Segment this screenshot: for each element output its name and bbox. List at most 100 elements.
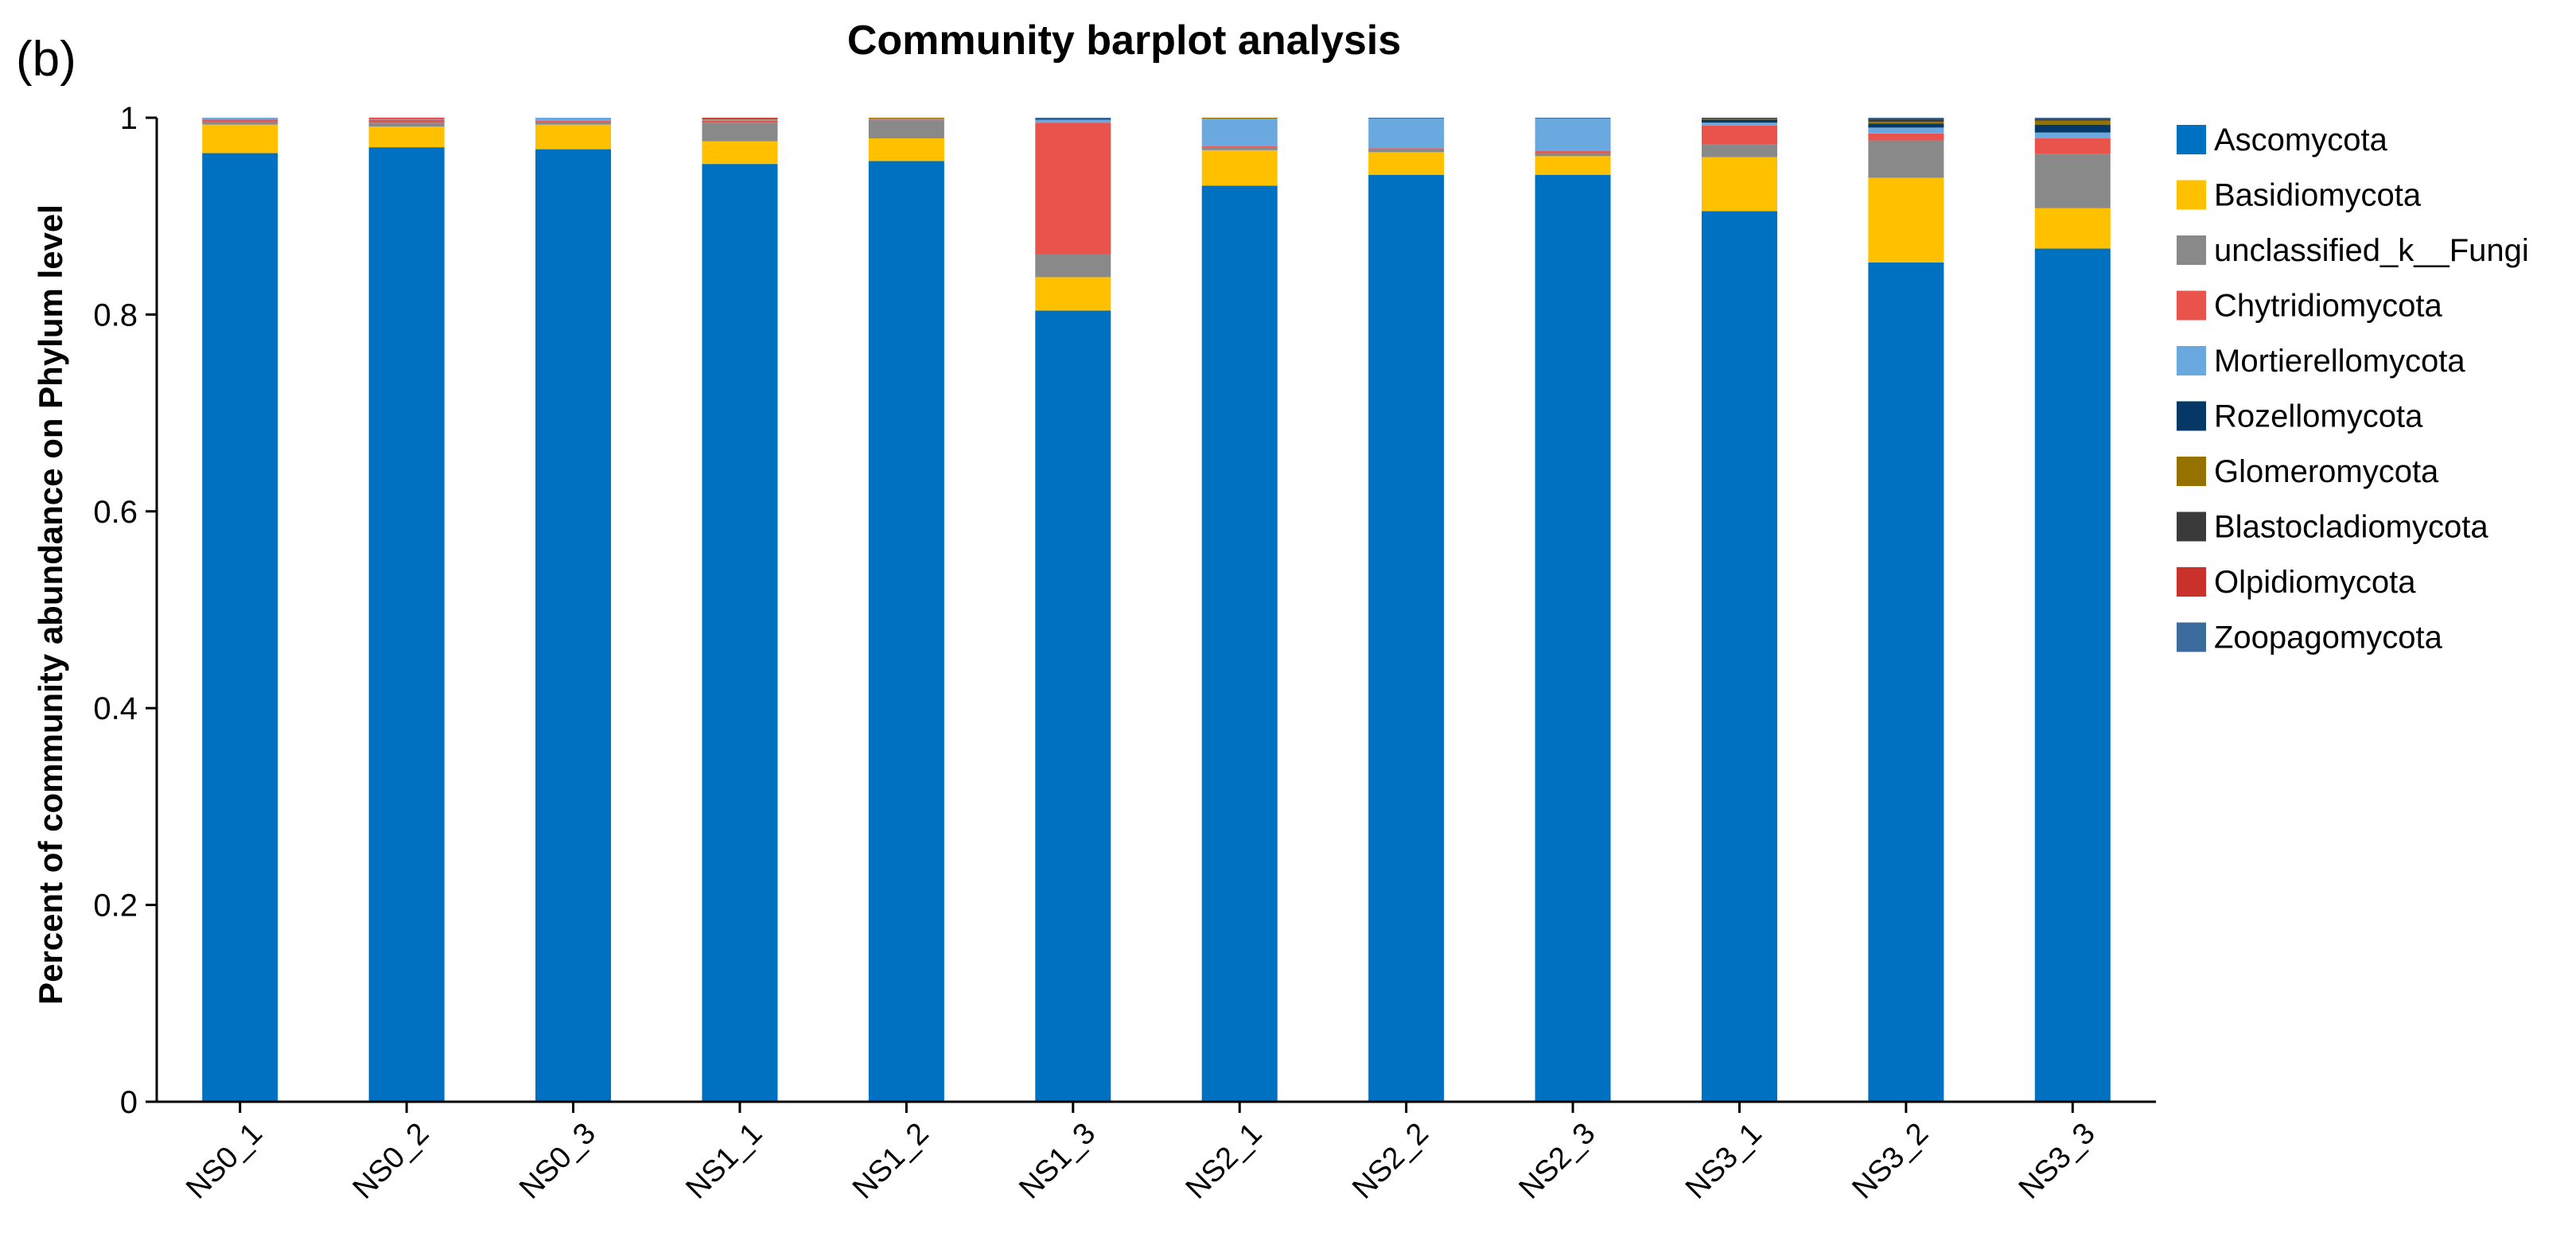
bar-segment-ascomycota-ns2_3: [1535, 174, 1611, 1103]
bar-segment-ascomycota-ns3_2: [1868, 262, 1944, 1102]
y-tick-label: 0.2: [93, 889, 138, 924]
legend-label: Ascomycota: [2214, 123, 2388, 158]
x-tick-label: NS1_3: [1013, 1117, 1102, 1206]
bar-segment-basidiomycota-ns3_3: [2034, 208, 2111, 249]
bar-segment-chytridiomycota-ns0_2: [368, 119, 445, 123]
bar-segment-mortierellomycota-ns2_1: [1201, 119, 1278, 146]
legend-swatch: [2177, 290, 2206, 321]
bar-segment-basidiomycota-ns1_2: [868, 138, 944, 161]
bar-segment-mortierellomycota-ns0_1: [202, 118, 278, 120]
legend-item: Chytridiomycota: [2177, 289, 2443, 324]
bar-segment-unclassified-k-fungi-ns0_2: [368, 123, 445, 127]
legend-label: Mortierellomycota: [2214, 344, 2465, 379]
bar-segment-chytridiomycota-ns2_3: [1535, 151, 1611, 154]
x-tick-label: NS3_2: [1846, 1117, 1935, 1206]
legend-swatch: [2177, 125, 2206, 154]
x-ticks: NS0_1 NS0_2 NS0_3 NS1_1 NS1_2 NS1_3 NS2_1 NS2_2…: [180, 1102, 2102, 1206]
legend-swatch: [2177, 180, 2206, 210]
bar-segment-chytridiomycota-ns0_3: [535, 120, 612, 122]
bar-segment-mortierellomycota-ns3_2: [1868, 127, 1944, 134]
y-ticks: 0 0.2 0.4 0.6 0.8 1: [93, 101, 157, 1120]
bar-segment-unclassified-k-fungi-ns0_1: [202, 121, 278, 125]
y-tick-label: 0.8: [93, 298, 138, 333]
x-tick-label: NS0_2: [347, 1117, 436, 1206]
bar-segment-mortierellomycota-ns3_1: [1701, 123, 1777, 126]
bar-segment-chytridiomycota-ns1_1: [702, 120, 778, 123]
bar-segment-mortierellomycota-ns2_2: [1368, 119, 1445, 149]
legend: Ascomycota Basidiomycota unclassified_k__F…: [2177, 123, 2529, 655]
x-tick-label: NS3_1: [1679, 1117, 1769, 1206]
x-tick-label: NS0_1: [180, 1117, 269, 1206]
bar-segment-mortierellomycota-ns3_3: [2034, 132, 2111, 138]
legend-item: Blastocladiomycota: [2177, 510, 2488, 545]
bar-segment-basidiomycota-ns2_2: [1368, 152, 1445, 175]
bar-segment-mortierellomycota-ns0_3: [535, 118, 612, 121]
bars-layer: [202, 118, 2111, 1103]
bar-segment-rozellomycota-ns3_3: [2034, 124, 2111, 133]
bar-segment-blastocladiomycota-ns3_1: [1701, 118, 1777, 119]
bar-segment-rozellomycota-ns3_1: [1701, 119, 1777, 123]
bar-segment-chytridiomycota-ns3_1: [1701, 125, 1777, 145]
bar-segment-basidiomycota-ns3_2: [1868, 177, 1944, 263]
bar-segment-basidiomycota-ns1_3: [1035, 277, 1111, 311]
legend-swatch: [2177, 401, 2206, 431]
legend-item: unclassified_k__Fungi: [2177, 233, 2529, 268]
bar-segment-ascomycota-ns2_1: [1201, 185, 1278, 1102]
bar-segment-chytridiomycota-ns3_3: [2034, 138, 2111, 154]
legend-label: Chytridiomycota: [2214, 289, 2443, 324]
bar-segment-ascomycota-ns0_1: [202, 153, 278, 1103]
plot-area: 0 0.2 0.4 0.6 0.8 1 NS0_1 NS0_2 NS0_3 NS1_1 NS1_2…: [93, 101, 2156, 1206]
bar-segment-blastocladiomycota-ns3_2: [1868, 119, 1944, 122]
x-tick-label: NS2_2: [1346, 1117, 1435, 1206]
bar-segment-zoopagomycota-ns3_3: [2034, 118, 2111, 119]
chart-title: Community barplot analysis: [847, 18, 1401, 64]
bar-segment-ascomycota-ns0_3: [535, 149, 612, 1103]
legend-label: Glomeromycota: [2214, 454, 2439, 489]
bar-segment-basidiomycota-ns2_3: [1535, 156, 1611, 175]
legend-item: Mortierellomycota: [2177, 344, 2465, 379]
bar-segment-ascomycota-ns1_2: [868, 161, 944, 1103]
bar-segment-olpidiomycota-ns0_2: [368, 118, 445, 119]
y-axis-label: Percent of community abundance on Phylum…: [32, 204, 69, 1005]
bar-segment-unclassified-k-fungi-ns2_3: [1535, 153, 1611, 157]
legend-label: Blastocladiomycota: [2214, 510, 2488, 545]
legend-swatch: [2177, 622, 2206, 652]
bar-segment-unclassified-k-fungi-ns1_3: [1035, 254, 1111, 278]
bar-segment-unclassified-k-fungi-ns1_2: [868, 120, 944, 138]
legend-swatch: [2177, 457, 2206, 486]
legend-swatch: [2177, 567, 2206, 597]
legend-item: Basidiomycota: [2177, 178, 2422, 213]
bar-segment-unclassified-k-fungi-ns2_1: [1201, 147, 1278, 150]
bar-segment-ascomycota-ns3_1: [1701, 211, 1777, 1102]
legend-label: Basidiomycota: [2214, 178, 2422, 213]
y-tick-label: 0: [120, 1085, 138, 1120]
bar-segment-zoopagomycota-ns2_3: [1535, 118, 1611, 119]
x-tick-label: NS2_3: [1513, 1117, 1602, 1206]
panel-label: (b): [16, 32, 76, 87]
bar-segment-basidiomycota-ns0_2: [368, 126, 445, 148]
bar-segment-unclassified-k-fungi-ns3_3: [2034, 154, 2111, 208]
bar-segment-rozellomycota-ns3_2: [1868, 123, 1944, 128]
legend-swatch: [2177, 346, 2206, 375]
legend-item: Zoopagomycota: [2177, 620, 2443, 655]
bar-segment-mortierellomycota-ns1_3: [1035, 119, 1111, 123]
legend-item: Olpidiomycota: [2177, 565, 2416, 600]
x-tick-label: NS2_1: [1180, 1117, 1269, 1206]
legend-label: Rozellomycota: [2214, 399, 2423, 434]
legend-label: unclassified_k__Fungi: [2214, 233, 2529, 268]
bar-segment-ascomycota-ns3_3: [2034, 248, 2111, 1102]
bar-segment-unclassified-k-fungi-ns3_1: [1701, 144, 1777, 158]
bar-segment-blastocladiomycota-ns3_3: [2034, 119, 2111, 121]
x-tick-label: NS3_3: [2013, 1117, 2102, 1206]
legend-swatch: [2177, 511, 2206, 542]
bar-segment-chytridiomycota-ns3_2: [1868, 133, 1944, 141]
y-tick-label: 1: [120, 101, 138, 136]
bar-segment-basidiomycota-ns2_1: [1201, 150, 1278, 186]
bar-segment-basidiomycota-ns0_1: [202, 124, 278, 154]
bar-segment-chytridiomycota-ns1_3: [1035, 123, 1111, 255]
legend-label: Zoopagomycota: [2214, 620, 2443, 655]
y-tick-label: 0.4: [93, 691, 138, 726]
bar-segment-chytridiomycota-ns0_1: [202, 119, 278, 122]
bar-segment-basidiomycota-ns0_3: [535, 124, 612, 150]
